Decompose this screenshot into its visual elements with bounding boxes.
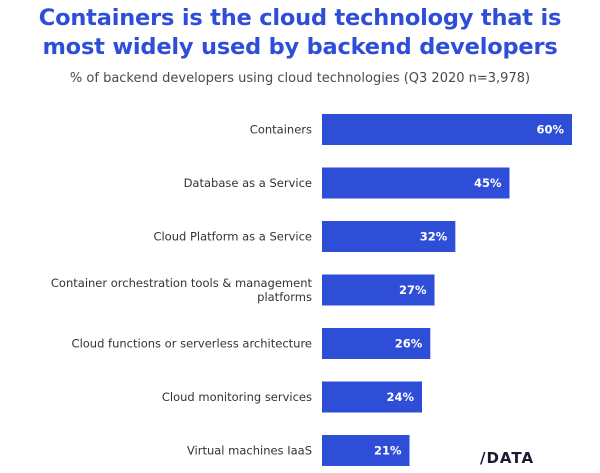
- value-label-3: 27%: [399, 283, 427, 297]
- category-label-6: Virtual machines IaaS: [187, 444, 312, 458]
- value-label-2: 32%: [420, 230, 448, 244]
- chart-subtitle: % of backend developers using cloud tech…: [69, 71, 531, 86]
- bar-6: [322, 435, 410, 466]
- value-label-4: 26%: [395, 337, 423, 351]
- value-label-0: 60%: [536, 123, 564, 137]
- data-logo: /DATA: [480, 449, 535, 467]
- bar-1: [322, 167, 510, 199]
- category-label-3: Container orchestration tools & manageme…: [51, 276, 313, 304]
- category-label-4: Cloud functions or serverless architectu…: [72, 337, 312, 351]
- chart-title-line-2: most widely used by backend developers: [42, 34, 558, 60]
- value-label-5: 24%: [386, 390, 414, 404]
- bar-0: [322, 114, 572, 145]
- chart-title: Containers is the cloud technology that …: [0, 4, 600, 62]
- category-label-2: Cloud Platform as a Service: [153, 230, 312, 244]
- chart-title-line-1: Containers is the cloud technology that …: [38, 5, 562, 31]
- bar-4: [322, 328, 431, 359]
- category-label-0: Containers: [250, 123, 312, 137]
- value-label-6: 21%: [374, 444, 402, 458]
- category-label-1: Database as a Service: [184, 176, 312, 190]
- category-label-5: Cloud monitoring services: [162, 390, 312, 404]
- bar-5: [322, 381, 422, 413]
- value-label-1: 45%: [474, 176, 502, 190]
- bar-3: [322, 274, 435, 306]
- bar-2: [322, 221, 456, 252]
